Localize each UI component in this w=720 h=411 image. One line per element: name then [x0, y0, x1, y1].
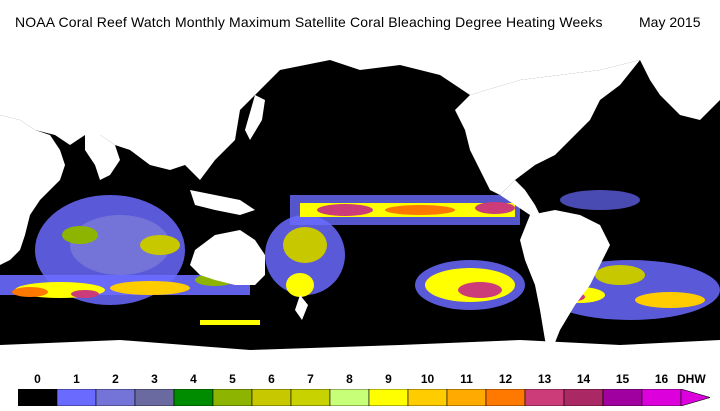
colorbar-swatch-12	[485, 389, 526, 406]
colorbar-swatch-7	[290, 389, 331, 406]
colorbar-tick-label-5: 5	[229, 372, 236, 386]
colorbar-swatch-5	[212, 389, 253, 406]
landmass-antarctica	[0, 340, 720, 360]
colorbar-swatch-4	[173, 389, 214, 406]
colorbar-tick-label-7: 7	[307, 372, 314, 386]
colorbar-swatch-10	[407, 389, 448, 406]
colorbar-tick-labels: 0 1 2 3 4 5 6 7 8 9 10 11 12 13 14 15 16	[0, 372, 720, 388]
landmass-africa	[0, 115, 65, 265]
colorbar-tick-label-10: 10	[420, 372, 435, 386]
landmass-greenland	[640, 60, 720, 120]
colorbar-tick-label-16: 16	[654, 372, 669, 386]
dhw-colorbar	[18, 389, 710, 406]
colorbar-swatch-6	[251, 389, 292, 406]
colorbar-tick-label-6: 6	[268, 372, 275, 386]
colorbar-tick-label-4: 4	[190, 372, 197, 386]
landmass-central-america	[500, 180, 540, 215]
colorbar-swatch-8	[329, 389, 370, 406]
landmasses	[0, 40, 720, 360]
landmass-south-america	[520, 210, 610, 355]
landmass-north-america	[455, 60, 640, 195]
colorbar-swatch-16	[641, 389, 682, 406]
landmass-indonesia	[190, 190, 255, 215]
colorbar-swatch-3	[134, 389, 175, 406]
colorbar-arrow-tip	[680, 389, 710, 406]
colorbar-swatch-1	[56, 389, 97, 406]
landmass-india	[85, 135, 120, 180]
colorbar-tick-label-15: 15	[615, 372, 630, 386]
colorbar-swatch-15	[602, 389, 643, 406]
colorbar-swatch-9	[368, 389, 409, 406]
landmass-australia	[190, 230, 265, 285]
landmass-new-zealand	[295, 295, 308, 320]
landmass-japan	[245, 95, 265, 140]
colorbar-tick-label-9: 9	[385, 372, 392, 386]
colorbar-tick-label-2: 2	[112, 372, 119, 386]
title-bar: NOAA Coral Reef Watch Monthly Maximum Sa…	[0, 0, 720, 40]
colorbar-tick-label-0: 0	[34, 372, 41, 386]
colorbar-swatch-11	[446, 389, 487, 406]
map-title: NOAA Coral Reef Watch Monthly Maximum Sa…	[15, 14, 603, 30]
colorbar-tick-label-3: 3	[151, 372, 158, 386]
world-dhw-map	[0, 40, 720, 360]
colorbar-unit: DHW	[677, 372, 706, 386]
colorbar-tick-label-14: 14	[576, 372, 591, 386]
colorbar-tick-label-13: 13	[537, 372, 552, 386]
colorbar-swatch-0	[18, 389, 58, 406]
colorbar-tick-label-11: 11	[460, 372, 473, 386]
landmass-eurasia	[0, 40, 720, 180]
colorbar-swatch-2	[95, 389, 136, 406]
colorbar-tick-label-12: 12	[498, 372, 513, 386]
colorbar-tick-label-1: 1	[73, 372, 80, 386]
colorbar-swatch-14	[563, 389, 604, 406]
colorbar-tick-label-8: 8	[346, 372, 353, 386]
heat-stress-patches	[0, 60, 720, 325]
colorbar-swatch-13	[524, 389, 565, 406]
map-date: May 2015	[639, 14, 701, 30]
